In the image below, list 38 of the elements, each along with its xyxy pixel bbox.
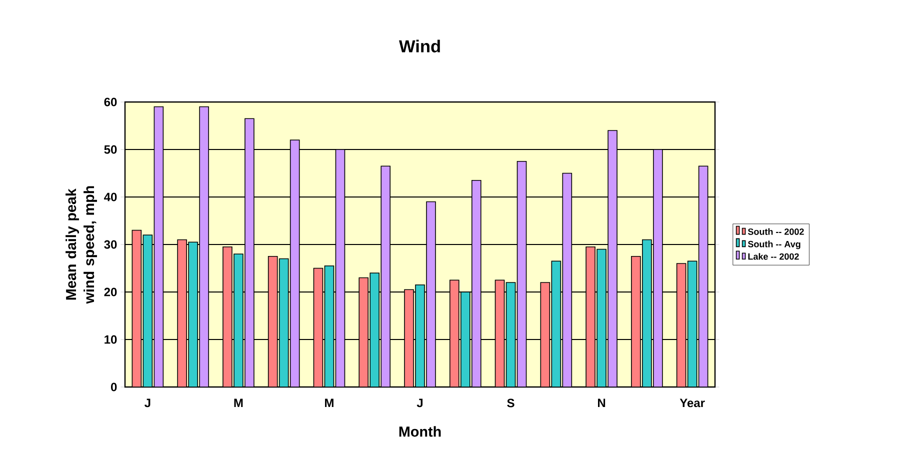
y-tick-label: 40 (104, 192, 117, 202)
y-tick-label: 20 (104, 288, 117, 296)
x-tick-label: S (507, 398, 514, 408)
bar (506, 282, 516, 387)
y-axis-title: Mean daily peak wind speed, mph (66, 186, 97, 304)
x-tick-label: Year (680, 398, 705, 408)
bar (324, 265, 334, 387)
x-tick-label: N (598, 398, 606, 408)
chart-title: Wind (398, 40, 440, 52)
bar (154, 106, 164, 387)
bar (494, 280, 505, 387)
bar (698, 166, 708, 387)
y-tick-label: 50 (104, 145, 117, 154)
y-tick-label: 30 (104, 240, 117, 249)
bar (540, 282, 550, 387)
x-tick-label: J (144, 398, 150, 408)
bar (687, 260, 698, 387)
x-axis-title: Month (399, 426, 441, 437)
bar (278, 258, 289, 387)
bar (562, 172, 572, 387)
x-tick-label: J (416, 398, 423, 408)
x-tick-label: M (234, 398, 243, 408)
legend-label: South -- 2002 (748, 228, 804, 235)
bar (516, 160, 527, 387)
bar (290, 140, 300, 387)
bar (268, 256, 278, 387)
x-tick-label: M (325, 398, 334, 408)
y-tick-label: 10 (104, 335, 117, 344)
legend-label: South -- Avg (748, 240, 800, 250)
legend-label: Lake -- 2002 (748, 253, 799, 260)
bar (551, 260, 562, 387)
bar (142, 234, 153, 387)
bar (676, 263, 686, 387)
y-tick-label: 0 (110, 382, 117, 392)
bar (313, 268, 324, 387)
bar (132, 230, 142, 387)
bar (335, 149, 346, 387)
y-tick-label: 60 (104, 98, 117, 106)
